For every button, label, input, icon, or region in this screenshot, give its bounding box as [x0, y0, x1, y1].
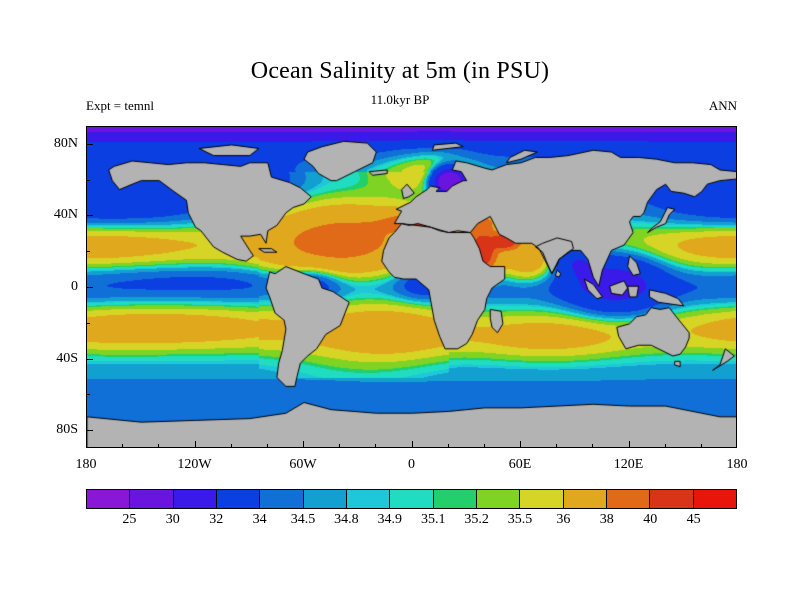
colorbar-bands — [86, 489, 737, 509]
colorbar-band — [389, 490, 433, 508]
x-tick-major — [520, 441, 521, 448]
y-tick-major — [86, 430, 93, 432]
colorbar-tick-label: 34.8 — [334, 512, 359, 527]
x-axis-label: 180 — [726, 457, 748, 472]
y-tick-major — [86, 287, 93, 288]
x-axis-label: 60W — [289, 457, 317, 472]
x-axis-label: 60E — [508, 457, 532, 472]
colorbar-band — [649, 490, 693, 508]
colorbar-tick-label: 25 — [122, 512, 137, 527]
colorbar-tick-label: 35.1 — [420, 512, 446, 527]
colorbar-tick-label: 32 — [209, 512, 224, 527]
x-tick-minor — [592, 444, 594, 448]
y-tick-minor — [86, 394, 90, 396]
x-tick-minor — [158, 444, 160, 448]
x-tick-minor — [339, 444, 341, 448]
x-tick-minor — [664, 444, 666, 448]
colorbar-tick-label: 30 — [165, 512, 180, 527]
colorbar-band — [692, 490, 736, 508]
colorbar-tick-label: 35.5 — [507, 512, 533, 527]
x-axis-label: 180 — [75, 457, 97, 472]
colorbar-tick-label: 45 — [686, 512, 701, 527]
colorbar-band — [215, 490, 260, 508]
map-canvas — [87, 127, 736, 447]
x-axis-label: 120E — [613, 457, 644, 472]
x-tick-minor — [447, 444, 449, 448]
y-axis-label: 40S — [56, 350, 78, 366]
y-tick-minor — [86, 251, 90, 253]
page-title: Ocean Salinity at 5m (in PSU) — [250, 58, 550, 84]
x-axis-label: 0 — [408, 457, 415, 472]
y-tick-major — [86, 358, 93, 360]
x-tick-major — [628, 441, 630, 448]
x-tick-minor — [556, 444, 558, 448]
y-axis-label: 40N — [53, 207, 78, 223]
colorbar-band — [562, 490, 606, 508]
colorbar-band — [605, 490, 650, 508]
colorbar-band — [87, 490, 130, 508]
x-axis-label: 120W — [177, 457, 212, 472]
colorbar-band — [519, 490, 563, 508]
figure-subtitle: 11.0kyr BP — [370, 92, 430, 107]
x-tick-major — [303, 441, 304, 448]
colorbar-band — [302, 490, 346, 508]
x-tick-minor — [700, 444, 702, 448]
salinity-map — [86, 126, 737, 448]
y-tick-major — [86, 215, 93, 217]
colorbar-tick-label: 40 — [643, 512, 658, 527]
x-tick-minor — [483, 444, 485, 448]
y-axis-label: 0 — [71, 279, 78, 294]
x-tick-minor — [122, 444, 124, 448]
colorbar-tick-label: 34.9 — [377, 512, 403, 527]
colorbar-tick-label: 35.2 — [464, 512, 489, 527]
colorbar-tick-label: 34 — [252, 512, 267, 527]
colorbar-tick-label: 34.5 — [290, 512, 316, 527]
colorbar-tick-label: 38 — [599, 512, 614, 527]
x-tick-minor — [230, 444, 232, 448]
x-tick-major — [411, 441, 413, 448]
season-label: ANN — [708, 98, 737, 113]
colorbar-band — [432, 490, 476, 508]
colorbar-band — [129, 490, 173, 508]
y-tick-minor — [86, 322, 90, 324]
colorbar: 25 30 32 34 34.5 34.8 34.9 35.1 35.2 35.5 36 38 40 45 — [86, 489, 737, 527]
y-tick-major — [86, 143, 93, 145]
colorbar-band — [475, 490, 520, 508]
colorbar-band — [345, 490, 390, 508]
colorbar-band — [259, 490, 303, 508]
colorbar-tick-label: 36 — [556, 512, 571, 527]
x-tick-minor — [375, 444, 377, 448]
colorbar-band — [172, 490, 216, 508]
y-axis-label: 80S — [56, 422, 78, 438]
x-tick-minor — [266, 444, 268, 448]
y-tick-minor — [86, 179, 90, 181]
experiment-label: Expt = temnl — [86, 98, 154, 113]
y-axis-label: 80N — [53, 135, 78, 151]
x-tick-major — [194, 441, 196, 448]
